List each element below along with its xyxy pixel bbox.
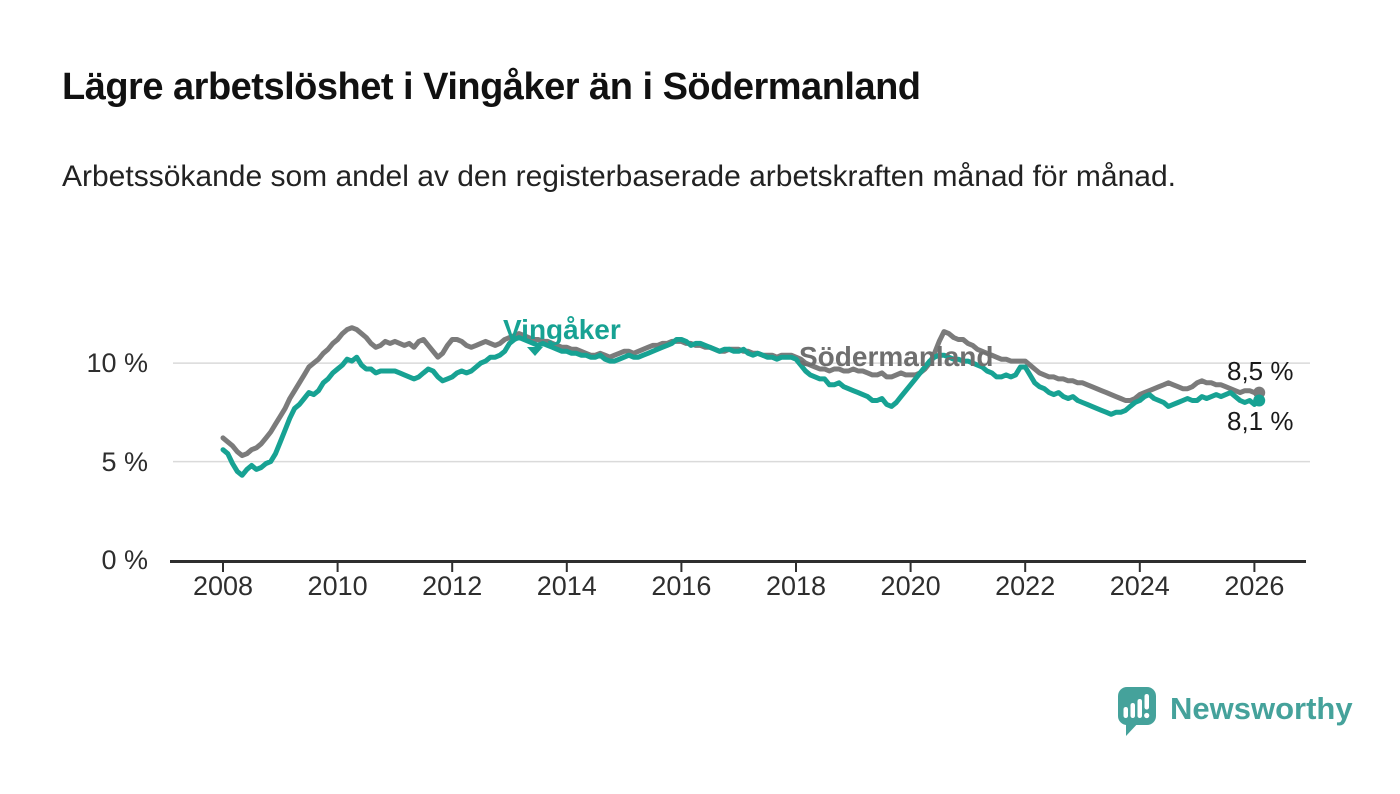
x-tick-label-2026: 2026 bbox=[1224, 571, 1285, 601]
y-tick-label-0: 0 % bbox=[101, 545, 148, 575]
series-end-dot-vingåker bbox=[1253, 394, 1266, 407]
x-tick-label-2014: 2014 bbox=[536, 571, 597, 601]
page-title: Lägre arbetslöshet i Vingåker än i Söder… bbox=[62, 66, 921, 108]
series-label-vingaker: Vingåker bbox=[503, 314, 621, 345]
vingaker-pointer-triangle-icon bbox=[527, 347, 543, 356]
series-label-sodermanland: Södermanland bbox=[799, 341, 994, 372]
x-tick-label-2018: 2018 bbox=[765, 571, 827, 601]
x-tick-label-2024: 2024 bbox=[1109, 571, 1170, 601]
x-tick-label-2016: 2016 bbox=[651, 571, 712, 601]
end-value-sodermanland: 8,5 % bbox=[1227, 356, 1294, 386]
y-tick-label-10: 10 % bbox=[86, 348, 148, 378]
series-line-vingåker bbox=[220, 335, 1262, 478]
newsworthy-logo: Newsworthy bbox=[1117, 686, 1353, 737]
series-line-södermanland bbox=[220, 325, 1262, 459]
x-tick-label-2008: 2008 bbox=[192, 571, 254, 601]
x-tick-label-2022: 2022 bbox=[995, 571, 1056, 601]
newsworthy-logo-icon bbox=[1118, 687, 1156, 736]
x-tick-label-2020: 2020 bbox=[880, 571, 941, 601]
newsworthy-logo-text: Newsworthy bbox=[1170, 691, 1353, 726]
x-tick-label-2012: 2012 bbox=[422, 571, 483, 601]
chart-subtitle: Arbetssökande som andel av den registerb… bbox=[62, 160, 1176, 193]
y-tick-label-5: 5 % bbox=[101, 447, 148, 477]
x-tick-label-2010: 2010 bbox=[307, 571, 368, 601]
end-value-vingaker: 8,1 % bbox=[1227, 406, 1294, 436]
